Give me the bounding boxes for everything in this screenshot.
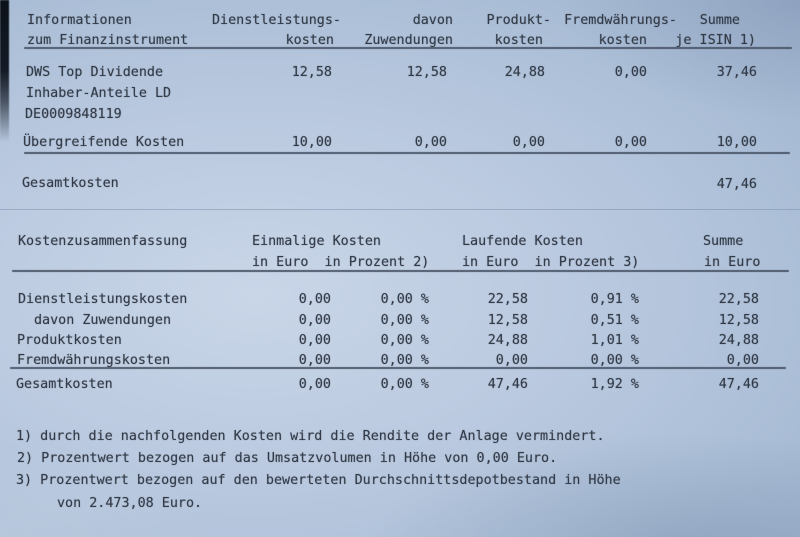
row-dienstleistungskosten-einmalig-prozent: 0,00 %	[380, 292, 429, 307]
row-dienstleistungskosten-einmalig-euro: 0,00	[298, 292, 331, 307]
row-davon-zuwendungen-einmalig-prozent: 0,00 %	[380, 313, 429, 328]
row-fremdwaehrungskosten-laufend-euro: 0,00	[495, 353, 528, 368]
uebergreifend-dienstleistungskosten-value: 10,00	[291, 135, 332, 150]
paper-crease-line	[0, 209, 800, 210]
row-dienstleistungskosten-laufend-euro: 22,58	[487, 292, 528, 307]
instrument-name-line2: Inhaber-Anteile LD	[26, 86, 172, 101]
col-header-fremdwaehrungskosten-line1: Fremdwährungs-	[564, 13, 677, 28]
col-header-dienstleistungskosten-line1: Dienstleistungs-	[212, 13, 341, 28]
photo-edge-shadow	[0, 0, 9, 142]
table2-title: Kostenzusammenfassung	[18, 234, 188, 249]
row-produktkosten-einmalig-euro: 0,00	[298, 333, 331, 348]
instrument-fremdwaehrungskosten-value: 0,00	[614, 65, 647, 80]
row-dienstleistungskosten-laufend-prozent: 0,91 %	[590, 292, 639, 307]
row-gesamtkosten-laufend-euro: 47,46	[487, 377, 528, 392]
row-fremdwaehrungskosten-label: Fremdwährungskosten	[17, 353, 171, 368]
row-davon-zuwendungen-laufend-euro: 12,58	[487, 313, 528, 328]
row-fremdwaehrungskosten-einmalig-euro: 0,00	[298, 353, 331, 368]
col-header-produktkosten-line1: Produkt-	[486, 13, 552, 28]
table1-header-rule	[24, 47, 792, 49]
col-header-dienstleistungskosten-line2: kosten	[285, 33, 334, 48]
row-fremdwaehrungskosten-summe: 0,00	[726, 353, 759, 368]
row-gesamtkosten-laufend-prozent: 1,92 %	[590, 377, 639, 392]
row-gesamtkosten-einmalig-prozent: 0,00 %	[380, 377, 429, 392]
instrument-summe-value: 37,46	[716, 65, 757, 80]
row-produktkosten-laufend-prozent: 1,01 %	[590, 333, 639, 348]
row-produktkosten-label: Produktkosten	[17, 333, 122, 348]
row-fremdwaehrungskosten-laufend-prozent: 0,00 %	[590, 353, 639, 368]
col-header-summe-euro-line1: Summe	[703, 234, 744, 249]
row-davon-zuwendungen-einmalig-euro: 0,00	[298, 313, 331, 328]
col-header-summe-line1: Summe	[699, 13, 740, 28]
uebergreifende-kosten-label: Übergreifende Kosten	[23, 135, 185, 150]
table1-gesamtkosten-summe-value: 47,46	[716, 177, 757, 192]
instrument-isin: DE0009848119	[25, 107, 122, 122]
instrument-zuwendungen-value: 12,58	[406, 65, 447, 80]
uebergreifend-summe-value: 10,00	[716, 135, 757, 150]
col-header-einmalige-kosten-line1: Einmalige Kosten	[252, 234, 381, 249]
table1-gesamtkosten-label: Gesamtkosten	[22, 176, 119, 191]
table1-subtotal-rule	[24, 152, 790, 154]
row-produktkosten-laufend-euro: 24,88	[487, 333, 528, 348]
table1-title-line1: Informationen	[27, 13, 132, 28]
col-header-summe-euro-line2: in Euro	[704, 255, 761, 270]
table1-title-line2: zum Finanzinstrument	[27, 33, 189, 48]
uebergreifend-zuwendungen-value: 0,00	[414, 135, 447, 150]
row-davon-zuwendungen-laufend-prozent: 0,51 %	[590, 313, 639, 328]
col-header-zuwendungen-line2: Zuwendungen	[364, 33, 453, 48]
row-dienstleistungskosten-label: Dienstleistungskosten	[18, 292, 188, 307]
col-header-einmalige-kosten-line2: in Euro in Prozent 2)	[252, 255, 430, 270]
row-gesamtkosten-summe: 47,46	[718, 377, 759, 392]
uebergreifend-fremdwaehrungskosten-value: 0,00	[614, 135, 647, 150]
instrument-name-line1: DWS Top Dividende	[26, 65, 164, 80]
col-header-produktkosten-line2: kosten	[494, 33, 543, 48]
col-header-summe-line2: je ISIN 1)	[675, 33, 756, 48]
instrument-produktkosten-value: 24,88	[504, 65, 545, 80]
row-dienstleistungskosten-summe: 22,58	[718, 292, 759, 307]
instrument-dienstleistungskosten-value: 12,58	[291, 65, 332, 80]
row-davon-zuwendungen-label: davon Zuwendungen	[34, 313, 172, 328]
footnote-3-line2: von 2.473,08 Euro.	[57, 496, 203, 511]
uebergreifend-produktkosten-value: 0,00	[512, 135, 545, 150]
col-header-laufende-kosten-line1: Laufende Kosten	[462, 234, 583, 249]
footnote-3-line1: 3) Prozentwert bezogen auf den bewertete…	[16, 473, 621, 488]
col-header-fremdwaehrungskosten-line2: kosten	[598, 33, 647, 48]
row-produktkosten-einmalig-prozent: 0,00 %	[380, 333, 429, 348]
table2-total-rule	[10, 367, 786, 369]
row-fremdwaehrungskosten-einmalig-prozent: 0,00 %	[380, 353, 429, 368]
col-header-laufende-kosten-line2: in Euro in Prozent 3)	[462, 255, 640, 270]
table2-header-rule	[12, 270, 789, 272]
row-gesamtkosten-einmalig-euro: 0,00	[298, 377, 331, 392]
row-produktkosten-summe: 24,88	[718, 333, 759, 348]
row-davon-zuwendungen-summe: 12,58	[718, 313, 759, 328]
col-header-zuwendungen-line1: davon	[412, 13, 453, 28]
row-gesamtkosten-label: Gesamtkosten	[16, 377, 113, 392]
footnote-1: 1) durch die nachfolgenden Kosten wird d…	[16, 429, 605, 444]
footnote-2: 2) Prozentwert bezogen auf das Umsatzvol…	[17, 451, 558, 466]
